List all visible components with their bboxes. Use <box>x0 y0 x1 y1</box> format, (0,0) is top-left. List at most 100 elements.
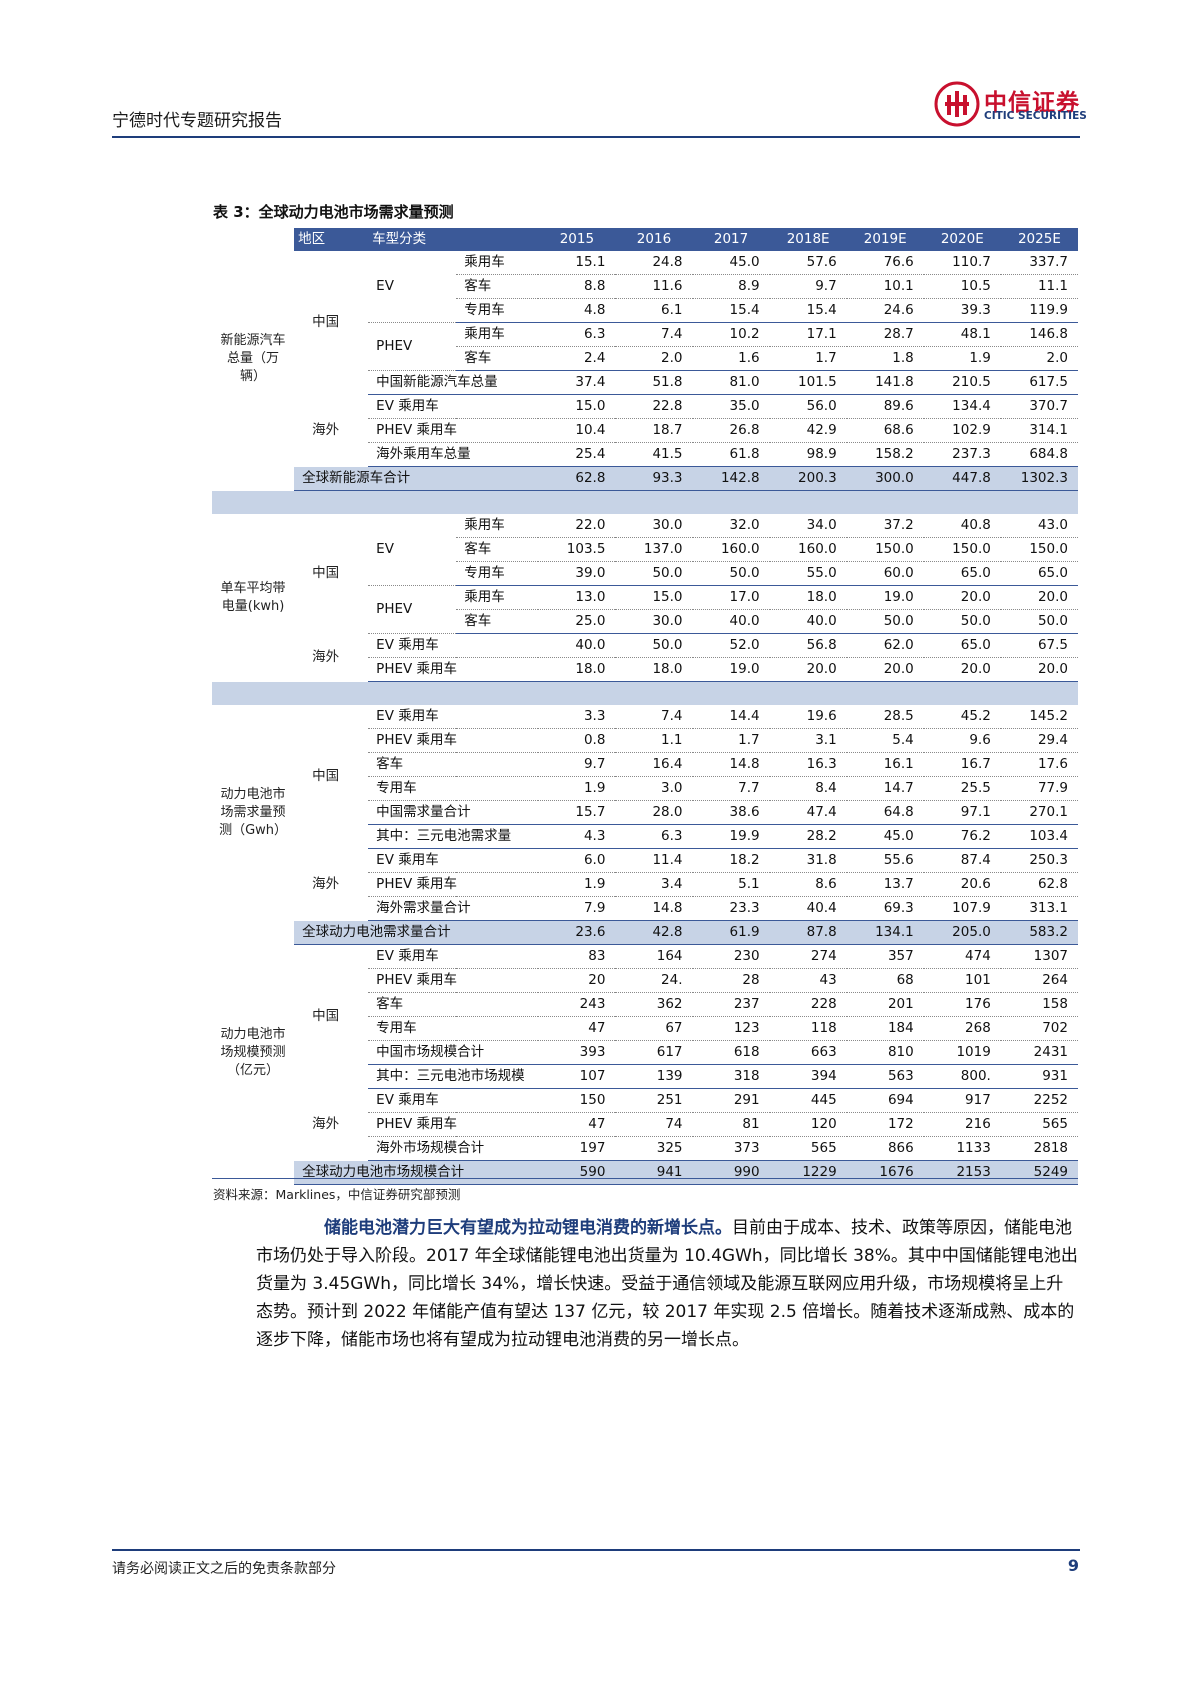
col-header: 2015 <box>538 228 616 251</box>
table-cell-value: 24.6 <box>846 298 924 323</box>
table-row: 其中：三元电池需求量 4.3 6.3 19.9 28.2 45.0 76.2 103.4 <box>212 824 1078 849</box>
region-label: 海外 <box>312 422 340 438</box>
table-cell-value: 1.6 <box>692 346 770 371</box>
table-cell-value: 20.6 <box>923 872 1001 897</box>
table-cell-value: 1.8 <box>846 346 924 371</box>
row-label: 专用车 <box>368 776 539 801</box>
table-cell-value: 1.9 <box>538 872 616 897</box>
table-cell-value: 42.9 <box>769 418 847 443</box>
table-cell-value: 2.4 <box>538 346 616 371</box>
table-cell-value: 8.6 <box>769 872 847 897</box>
table-row: 单车平均带电量(kwh) 中国 EV 乘用车 22.0 30.0 32.0 34.0 37.2 4… <box>212 514 1078 614</box>
row-label: 客车 <box>456 609 539 634</box>
table-cell-value: 47 <box>538 1016 616 1041</box>
table-cell-value: 28.5 <box>846 705 924 729</box>
table-cell-value: 14.4 <box>692 705 770 729</box>
table-cell-value: 29.4 <box>1000 728 1078 753</box>
table-cell-value: 7.9 <box>538 896 616 921</box>
table-cell-value: 230 <box>692 944 770 969</box>
table-cell-value: 50.0 <box>692 561 770 586</box>
table-cell-value: 16.1 <box>846 752 924 777</box>
table-cell-value: 50.0 <box>846 609 924 634</box>
table-cell-value: 337.7 <box>1000 251 1078 275</box>
table-cell-value: 23.6 <box>538 920 616 945</box>
table-cell-value: 205.0 <box>923 920 1001 945</box>
table-cell-value: 3.1 <box>769 728 847 753</box>
table-row: 中国市场规模合计 393 617 618 663 810 1019 2431 <box>212 1040 1078 1065</box>
row-label: EV 乘用车 <box>368 394 539 419</box>
table-cell-value: 200.3 <box>769 466 847 491</box>
table-cell-value: 176 <box>923 992 1001 1017</box>
table-cell-value: 30.0 <box>615 609 693 634</box>
table-cell-value: 89.6 <box>846 394 924 419</box>
table-cell-value: 50.0 <box>1000 609 1078 634</box>
table-cell-value: 134.1 <box>846 920 924 945</box>
table-cell-value: 15.0 <box>538 394 616 419</box>
table-cell-value: 23.3 <box>692 896 770 921</box>
table-cell-value: 1302.3 <box>1000 466 1078 491</box>
table-row: PHEV 乘用车 0.8 1.1 1.7 3.1 5.4 9.6 29.4 <box>212 728 1078 753</box>
table-cell-value: 617 <box>615 1040 693 1065</box>
table-cell-value: 28.7 <box>846 322 924 347</box>
table-cell-value: 120 <box>769 1112 847 1137</box>
table-cell-value: 93.3 <box>615 466 693 491</box>
table-row: 专用车 1.9 3.0 7.7 8.4 14.7 25.5 77.9 <box>212 776 1078 801</box>
table-cell-value: 10.2 <box>692 322 770 347</box>
table-cell-value: 237.3 <box>923 442 1001 467</box>
table-cell-value: 370.7 <box>1000 394 1078 419</box>
table-cell-value: 45.2 <box>923 705 1001 729</box>
table-cell-value: 314.1 <box>1000 418 1078 443</box>
table-cell-value: 931 <box>1000 1064 1078 1089</box>
table-cell-value: 18.2 <box>692 848 770 873</box>
row-label: EV 乘用车 <box>368 944 539 969</box>
forecast-table: 地区 车型分类 2015 2016 2017 2018E 2019E 2020E… <box>212 228 1078 1185</box>
table-cell-value: 237 <box>692 992 770 1017</box>
table-row: 全球新能源车合计 62.8 93.3 142.8 200.3 300.0 447.8 1302… <box>212 466 1078 491</box>
col-header: 2017 <box>692 228 770 251</box>
vehicle-type-label: PHEV <box>368 585 457 634</box>
table-cell-value: 6.3 <box>538 322 616 347</box>
table-cell-value: 47 <box>538 1112 616 1137</box>
table-cell-value: 65.0 <box>923 561 1001 586</box>
table-cell-value: 50.0 <box>923 609 1001 634</box>
row-label: 海外需求量合计 <box>368 896 539 921</box>
table-cell-value: 20.0 <box>1000 657 1078 682</box>
table-cell-value: 6.3 <box>615 824 693 849</box>
table-row: 海外乘用车总量 25.4 41.5 61.8 98.9 158.2 237.3 684.8 <box>212 442 1078 467</box>
table-cell-value: 150.0 <box>923 537 1001 562</box>
table-cell-value: 565 <box>769 1136 847 1161</box>
table-cell-value: 8.4 <box>769 776 847 801</box>
table-cell-value: 197 <box>538 1136 616 1161</box>
table-cell-value: 22.0 <box>538 514 616 538</box>
row-label: 中国需求量合计 <box>368 800 539 825</box>
table-cell-value: 251 <box>615 1088 693 1113</box>
row-label: 乘用车 <box>456 514 539 538</box>
table-cell-value: 40.0 <box>769 609 847 634</box>
table-cell-value: 313.1 <box>1000 896 1078 921</box>
table-cell-value: 14.8 <box>615 896 693 921</box>
row-label: PHEV 乘用车 <box>368 968 539 993</box>
table-cell-value: 250.3 <box>1000 848 1078 873</box>
table-cell-value: 7.7 <box>692 776 770 801</box>
table-cell-value: 52.0 <box>692 633 770 658</box>
table-cell-value: 15.4 <box>692 298 770 323</box>
section-label: 单车平均带电量(kwh) <box>220 580 286 614</box>
table-row: 新能源汽车总量（万辆） 中国 EV 乘用车 15.1 24.8 45.0 57.6 76.6 11… <box>212 251 1078 384</box>
table-cell-value: 15.4 <box>769 298 847 323</box>
table-bottom-rule <box>212 1178 1078 1179</box>
table-cell-value: 61.9 <box>692 920 770 945</box>
table-row: 其中：三元电池市场规模 107 139 318 394 563 800. 931 <box>212 1064 1078 1089</box>
table-cell-value: 76.2 <box>923 824 1001 849</box>
table-row: 客车 2.4 2.0 1.6 1.7 1.8 1.9 2.0 <box>212 346 1078 371</box>
table-cell-value: 4.3 <box>538 824 616 849</box>
table-cell-value: 8.8 <box>538 274 616 299</box>
table-cell-value: 39.3 <box>923 298 1001 323</box>
table-cell-value: 67.5 <box>1000 633 1078 658</box>
row-label: PHEV 乘用车 <box>368 1112 539 1137</box>
table-cell-value: 9.6 <box>923 728 1001 753</box>
table-cell-value: 60.0 <box>846 561 924 586</box>
row-label: 乘用车 <box>456 585 539 610</box>
table-cell-value: 25.5 <box>923 776 1001 801</box>
row-label: 客车 <box>456 346 539 371</box>
table-row: 海外市场规模合计 197 325 373 565 866 1133 2818 <box>212 1136 1078 1161</box>
